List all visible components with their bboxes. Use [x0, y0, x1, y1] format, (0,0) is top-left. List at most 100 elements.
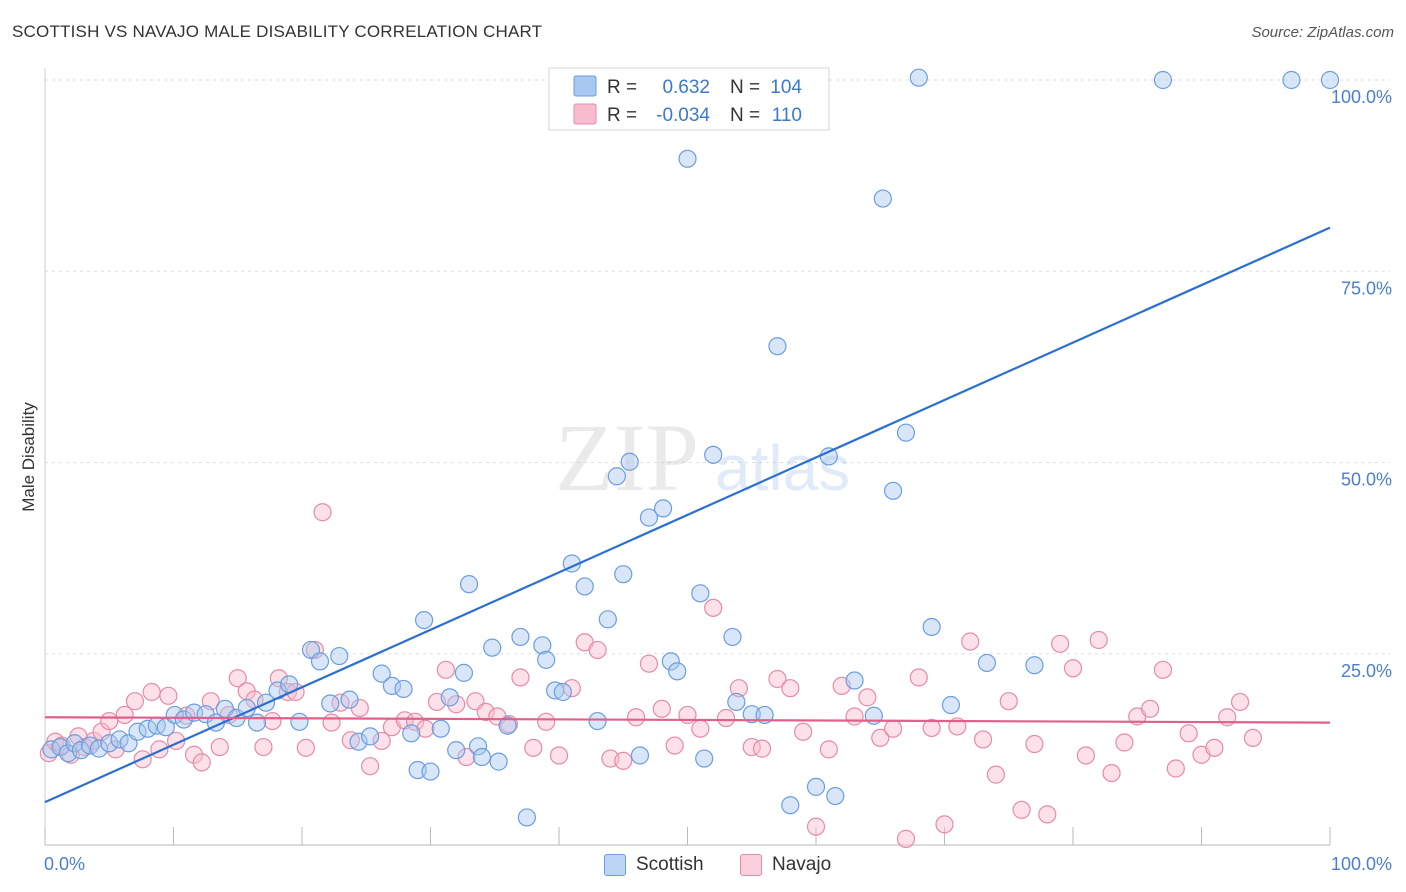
scottish-trend-line — [44, 226, 1331, 804]
scottish-point-89 — [922, 617, 941, 637]
navajo-point-60 — [614, 751, 633, 770]
navajo-point-99 — [1115, 733, 1134, 752]
scottish-point-74 — [727, 692, 746, 712]
scottish-point-46 — [468, 737, 488, 756]
legend-bottom: Scottish Navajo — [0, 850, 1406, 880]
navajo-point-49 — [476, 702, 495, 721]
navajo-point-84 — [922, 718, 941, 738]
navajo-point-47 — [457, 747, 476, 767]
scottish-point-82 — [826, 786, 845, 806]
scottish-point-87 — [896, 423, 916, 442]
navajo-point-46 — [447, 695, 466, 714]
navajo-point-32 — [305, 640, 324, 660]
x-tick-label-left: 0.0% — [44, 854, 85, 874]
scottish-point-36 — [394, 679, 413, 699]
scottish-point-81 — [819, 447, 838, 466]
navajo-point-85 — [935, 815, 954, 834]
legend-item-navajo: Navajo — [740, 852, 831, 878]
navajo-point-38 — [361, 757, 380, 776]
navajo-point-93 — [1038, 805, 1057, 824]
navajo-point-34 — [322, 713, 341, 732]
navajo-point-96 — [1076, 746, 1095, 765]
navajo-point-81 — [883, 719, 903, 738]
scottish-point-65 — [639, 508, 659, 527]
scottish-point-66 — [653, 499, 673, 518]
scottish-point-62 — [614, 565, 633, 584]
watermark-zip: ZIP — [555, 404, 699, 511]
legend-n-label-navajo: N = — [730, 105, 760, 126]
legend-swatch-scottish-bottom — [604, 854, 626, 876]
navajo-point-8 — [100, 711, 119, 731]
scottish-point-39 — [414, 610, 434, 630]
scottish-point-49 — [489, 752, 508, 771]
navajo-point-26 — [254, 737, 273, 757]
scottish-point-34 — [372, 664, 391, 683]
legend-label-navajo: Navajo — [772, 854, 832, 875]
scottish-point-48 — [483, 638, 502, 657]
navajo-point-23 — [228, 669, 247, 688]
legend-n-label-scottish: N = — [730, 77, 760, 98]
scottish-point-6 — [89, 739, 109, 758]
y-tick-label-100: 100.0% — [1331, 87, 1392, 107]
scottish-point-37 — [402, 724, 421, 743]
legend-label-scottish: Scottish — [636, 854, 704, 875]
scottish-point-51 — [511, 627, 530, 647]
scottish-point-56 — [553, 682, 572, 702]
navajo-point-33 — [313, 503, 332, 522]
navajo-point-62 — [639, 654, 659, 673]
navajo-point-86 — [948, 717, 967, 736]
navajo-point-74 — [794, 722, 813, 741]
scottish-point-26 — [290, 712, 309, 731]
navajo-point-91 — [1012, 800, 1031, 819]
scottish-point-14 — [165, 705, 184, 725]
scottish-point-30 — [330, 646, 349, 666]
scottish-point-55 — [546, 681, 565, 700]
navajo-point-45 — [436, 660, 456, 679]
scottish-point-78 — [781, 796, 800, 815]
legend-item-scottish: Scottish — [604, 852, 704, 878]
navajo-point-109 — [1243, 728, 1263, 748]
scottish-point-59 — [588, 711, 607, 731]
axes — [44, 68, 1331, 846]
scottish-point-63 — [620, 452, 639, 471]
scottish-point-41 — [431, 719, 450, 738]
x-tick-label-right: 100.0% — [1331, 854, 1392, 874]
scottish-point-69 — [678, 149, 697, 168]
watermark: ZIP atlas — [555, 404, 850, 511]
scottish-point-47 — [472, 747, 491, 767]
scottish-point-53 — [533, 636, 552, 655]
scottish-point-50 — [498, 716, 517, 735]
navajo-point-92 — [1025, 734, 1044, 754]
scottish-point-54 — [537, 650, 556, 669]
navajo-point-55 — [549, 746, 569, 765]
navajo-point-66 — [691, 719, 710, 738]
navajo-point-101 — [1140, 699, 1160, 718]
navajo-point-87 — [961, 632, 980, 651]
navajo-point-94 — [1051, 634, 1070, 653]
legend-n-value-navajo: 110 — [772, 105, 802, 126]
legend-top: R = 0.632 N = 104 R = -0.034 N = 110 — [548, 67, 830, 131]
y-tick-label-50: 50.0% — [1341, 470, 1392, 490]
scottish-point-60 — [598, 610, 617, 629]
scottish-series — [42, 68, 1340, 827]
legend-swatch-scottish — [573, 75, 597, 97]
navajo-point-83 — [909, 668, 928, 687]
scottish-point-86 — [883, 481, 903, 500]
navajo-point-98 — [1102, 763, 1121, 783]
source-credit: Source: ZipAtlas.com — [1251, 24, 1394, 41]
navajo-point-10 — [115, 705, 134, 725]
navajo-point-11 — [125, 692, 145, 711]
scottish-point-3 — [65, 734, 84, 753]
navajo-point-95 — [1063, 659, 1083, 678]
navajo-point-89 — [986, 765, 1006, 784]
scottish-point-67 — [661, 652, 680, 671]
scottish-point-4 — [71, 741, 91, 760]
navajo-point-39 — [372, 731, 391, 751]
scottish-point-31 — [340, 690, 359, 709]
scottish-point-72 — [704, 445, 723, 464]
scottish-point-73 — [723, 627, 742, 647]
navajo-point-52 — [511, 668, 530, 687]
scottish-point-40 — [421, 762, 440, 781]
navajo-point-53 — [524, 738, 543, 757]
